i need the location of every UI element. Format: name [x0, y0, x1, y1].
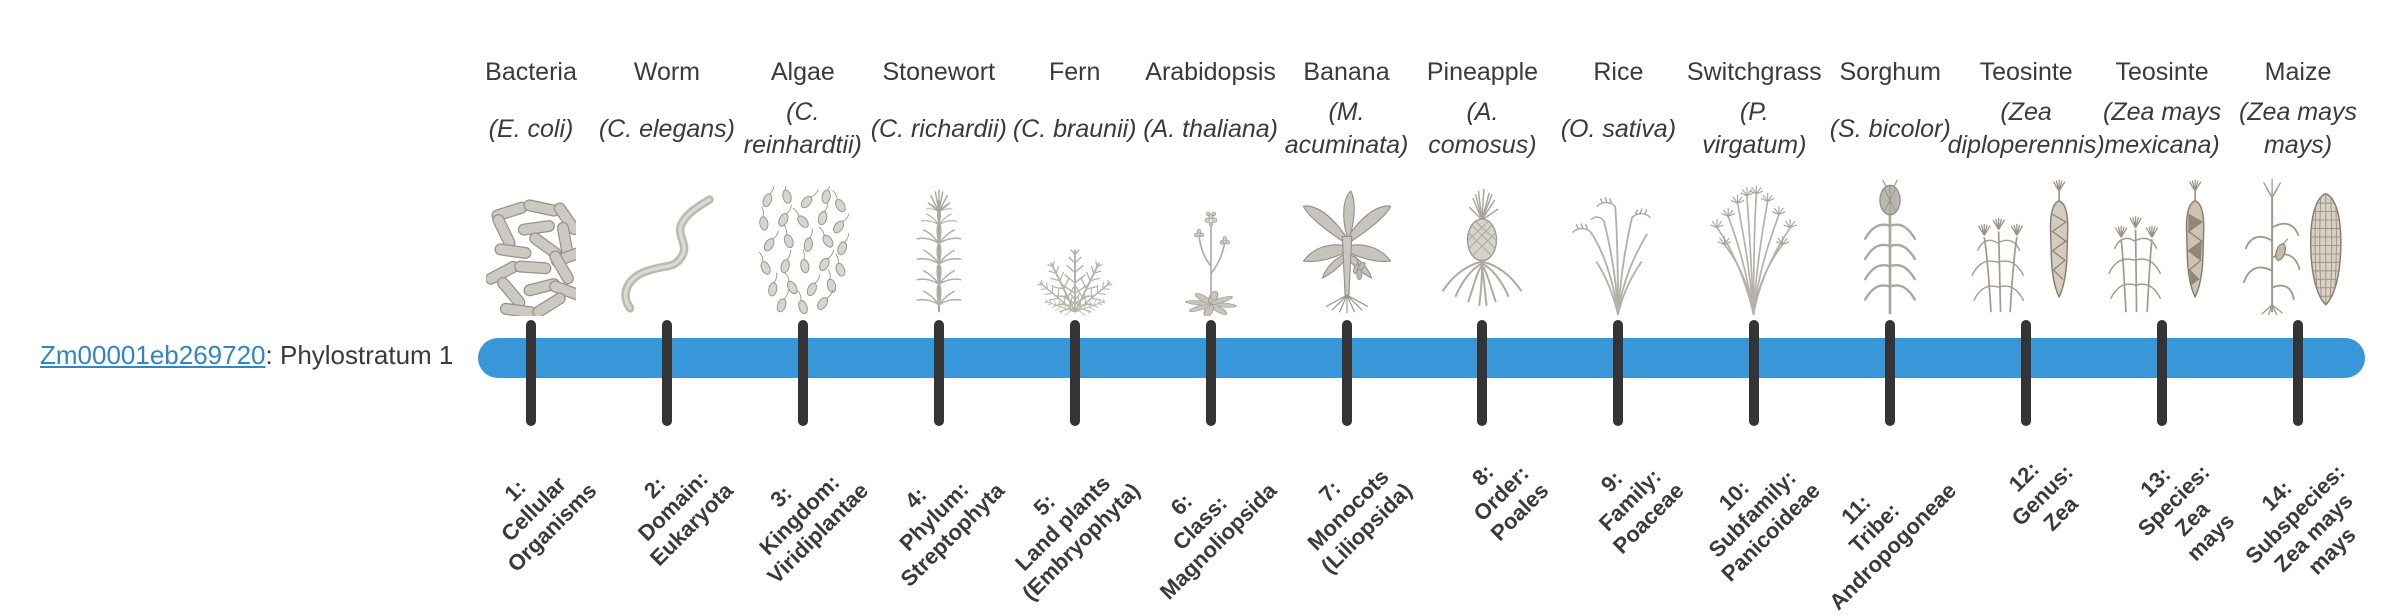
tick-mark [1477, 320, 1488, 426]
organism-scientific-name: (S. bicolor) [1829, 114, 1951, 143]
tick-mark [1749, 320, 1760, 426]
organism-scientific-name: (Zea mays mays) [2238, 98, 2358, 159]
tick-mark [2157, 320, 2168, 426]
stratum-label: 14: Subspecies: Zea mays mays [2240, 459, 2361, 580]
switchgrass-icon [1664, 160, 1844, 316]
tick-mark [2293, 320, 2303, 426]
stratum-label: 1: Cellular Organisms [496, 471, 602, 577]
worm-icon [577, 160, 757, 316]
stratum-label: 11: Tribe: Andropogoneae [1823, 477, 1961, 615]
teosinte-mexicana-icon [2072, 160, 2252, 316]
organism-common-name: Maize [2264, 57, 2332, 86]
tick-mark [661, 320, 672, 426]
organism-scientific-name: (C. reinhardtii) [743, 98, 862, 159]
organism-common-name: Rice [1593, 57, 1644, 86]
tick-mark [1341, 320, 1352, 426]
organism-common-name: Banana [1303, 57, 1390, 86]
organism-scientific-name: (A. thaliana) [1143, 114, 1278, 143]
banana-icon [1257, 160, 1437, 316]
organism-scientific-name: (Zea diploperennis) [1947, 98, 2105, 159]
gene-id-link[interactable]: Zm00001eb269720 [40, 340, 266, 370]
organism-common-name: Arabidopsis [1145, 57, 1276, 86]
tick-mark [526, 320, 536, 426]
organism-common-name: Sorghum [1839, 57, 1941, 86]
timeline-bar [478, 338, 2365, 378]
teosinte-diploperennis-icon [1936, 160, 2116, 316]
stratum-label: 8: Order: Poales [1466, 459, 1553, 546]
stage: Zm00001eb269720: Phylostratum 1 Bacteria… [40, 57, 2388, 615]
arabidopsis-icon [1121, 160, 1301, 316]
organism-common-name: Stonewort [882, 57, 996, 86]
organism-scientific-name: (C. braunii) [1012, 114, 1137, 143]
organism-scientific-name: (O. sativa) [1560, 114, 1677, 143]
stratum-label: 13: Species: Zea mays [2132, 459, 2239, 566]
stratum-label: 9: Family: Poaceae [1593, 463, 1689, 559]
stratum-label: 3: Kingdom: Viridiplantae [754, 469, 874, 589]
organism-common-name: Teosinte [1979, 57, 2073, 86]
organism-scientific-name: (A. comosus) [1428, 98, 1537, 159]
tick-mark [1885, 320, 1896, 426]
gene-phylostratum-text: : Phylostratum 1 [265, 340, 454, 370]
organism-common-name: Fern [1048, 57, 1101, 86]
algae-icon [713, 160, 893, 316]
stratum-label: 12: Genus: Zea [2004, 456, 2084, 536]
organism-common-name: Bacteria [485, 57, 577, 86]
stratum-label: 2: Domain: Eukaryota [632, 465, 738, 571]
sorghum-icon [1800, 160, 1980, 316]
organism-common-name: Algae [770, 57, 835, 86]
organism-common-name: Worm [633, 57, 701, 86]
maize-icon [2208, 160, 2388, 316]
stonewort-icon [849, 160, 1029, 316]
bacteria-icon [441, 160, 621, 316]
pineapple-icon [1392, 160, 1572, 316]
tick-mark [1205, 320, 1216, 426]
organism-common-name: Switchgrass [1686, 57, 1822, 86]
rice-icon [1528, 160, 1708, 316]
tick-mark [933, 320, 944, 426]
stratum-label: 6: Class: Magnoliopsida [1154, 477, 1282, 605]
organism-scientific-name: (C. elegans) [598, 114, 735, 143]
tick-mark [1069, 320, 1080, 426]
organism-scientific-name: (P. virgatum) [1702, 98, 1807, 159]
organism-common-name: Pineapple [1426, 57, 1539, 86]
tick-mark [797, 320, 808, 426]
tick-mark [2021, 320, 2032, 426]
organism-common-name: Teosinte [2115, 57, 2209, 86]
stratum-label: 7: Monocots (Liliopsida) [1302, 464, 1417, 579]
organism-scientific-name: (E. coli) [488, 114, 574, 143]
stratum-label: 4: Phylum: Streptophyta [894, 476, 1010, 592]
stratum-label: 5: Land plants (Embryophyta) [1010, 470, 1146, 606]
organism-scientific-name: (C. richardii) [870, 114, 1007, 143]
organism-scientific-name: (M. acuminata) [1284, 98, 1409, 159]
tick-mark [1613, 320, 1624, 426]
gene-line: Zm00001eb269720: Phylostratum 1 [40, 340, 453, 371]
organism-scientific-name: (Zea mays mexicana) [2103, 98, 2222, 159]
